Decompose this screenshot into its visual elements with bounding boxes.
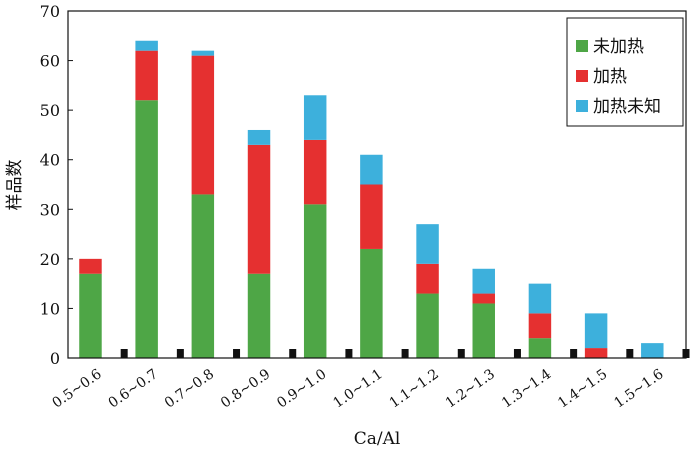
bar-segment xyxy=(191,194,215,358)
bar-segment xyxy=(472,268,495,294)
y-tick-label: 50 xyxy=(40,101,60,120)
x-tick xyxy=(682,349,690,358)
legend-label-unheated: 未加热 xyxy=(593,37,644,57)
bar-segment xyxy=(303,139,327,205)
x-tick-label: 0.5~0.6 xyxy=(49,366,104,411)
plot-frame xyxy=(67,10,687,359)
x-tick xyxy=(176,349,184,358)
bar-segment xyxy=(247,273,271,358)
x-tick-label: 1.5~1.6 xyxy=(611,366,666,411)
bar-segment xyxy=(641,343,664,358)
bar-segment xyxy=(303,95,327,140)
y-tick-label: 40 xyxy=(40,151,60,170)
y-tick-label: 30 xyxy=(40,200,60,219)
bar-segment xyxy=(360,154,383,185)
x-tick-label: 0.9~1.0 xyxy=(274,366,329,411)
bar-segment xyxy=(416,224,439,264)
x-tick xyxy=(457,349,465,358)
x-tick xyxy=(120,349,128,358)
x-tick-label: 1.2~1.3 xyxy=(443,366,498,411)
y-tick-label: 10 xyxy=(40,299,60,318)
x-tick xyxy=(401,349,409,358)
bar-segment xyxy=(528,283,552,314)
bar-segment xyxy=(247,144,271,274)
x-tick xyxy=(289,349,297,358)
legend-swatch-heating-unknown xyxy=(576,100,588,112)
x-tick-label: 1.3~1.4 xyxy=(499,366,554,411)
x-tick-label: 1.0~1.1 xyxy=(330,366,385,411)
y-axis: 0 10 20 30 40 50 60 70 xyxy=(40,2,73,368)
x-tick-label: 1.1~1.2 xyxy=(387,366,442,411)
y-tick-label: 0 xyxy=(50,349,60,368)
bar-segment xyxy=(135,50,158,101)
x-tick xyxy=(570,349,578,358)
bar-segment xyxy=(584,313,608,349)
axes-layer xyxy=(67,10,687,359)
legend-label-heating-unknown: 加热未知 xyxy=(593,97,661,117)
bar-segment xyxy=(416,293,439,358)
x-tick xyxy=(626,349,634,358)
y-tick-label: 20 xyxy=(40,250,60,269)
y-tick-label: 70 xyxy=(40,2,60,21)
bar-segment xyxy=(472,293,495,304)
x-tick-label: 1.4~1.5 xyxy=(555,366,610,411)
legend-swatch-unheated xyxy=(576,40,588,52)
x-tick xyxy=(513,349,521,358)
bar-segment xyxy=(135,100,158,358)
x-tick xyxy=(345,349,353,358)
legend-swatch-heated xyxy=(576,70,588,82)
x-tick-label: 0.6~0.7 xyxy=(106,366,161,411)
bar-segment xyxy=(416,263,439,294)
bar-segment xyxy=(79,273,102,358)
y-tick-label: 60 xyxy=(40,52,60,71)
bar-segment xyxy=(191,50,215,56)
bar-segment xyxy=(472,303,495,358)
bar-segment xyxy=(360,248,383,358)
bar-segment xyxy=(135,40,158,51)
bar-segment xyxy=(247,129,271,145)
y-axis-title: 样品数 xyxy=(5,160,25,211)
x-tick-label: 0.7~0.8 xyxy=(162,366,217,411)
legend-label-heated: 加热 xyxy=(593,67,627,87)
x-tick-label: 0.8~0.9 xyxy=(218,366,273,411)
bar-segment xyxy=(303,204,327,358)
bars-layer xyxy=(79,40,664,358)
x-axis-title: Ca/Al xyxy=(354,429,401,449)
bar-segment xyxy=(584,348,608,358)
x-tick xyxy=(233,349,241,358)
bar-segment xyxy=(191,55,215,195)
bar-segment xyxy=(79,258,102,274)
legend: 未加热 加热 加热未知 xyxy=(566,17,684,127)
bar-segment xyxy=(360,184,383,249)
bar-segment xyxy=(528,313,552,339)
bar-segment xyxy=(528,338,552,358)
